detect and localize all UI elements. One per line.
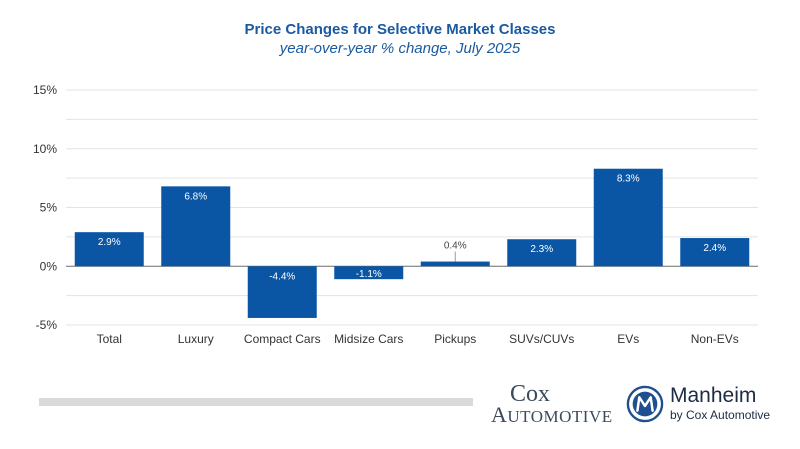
data-label: 8.3%	[617, 174, 640, 185]
data-label: 2.9%	[98, 237, 121, 248]
data-label: -1.1%	[356, 269, 382, 280]
automotive-text: AUTOMOTIVE	[491, 402, 613, 427]
y-axis-ticks: 15% 10% 5% 0% -5%	[33, 83, 57, 332]
bars	[74, 168, 750, 318]
cox-logo-word: Cox	[510, 381, 551, 407]
x-tick-label: Midsize Cars	[334, 332, 403, 346]
data-label: 2.3%	[530, 244, 553, 255]
chart-title: Price Changes for Selective Market Class…	[244, 21, 556, 38]
manheim-emblem-icon	[626, 385, 664, 423]
manheim-tagline: by Cox Automotive	[670, 408, 771, 422]
bar	[334, 266, 404, 280]
x-tick-label: Pickups	[434, 332, 476, 346]
bar	[247, 266, 317, 318]
bar	[74, 232, 144, 267]
footer-divider	[39, 398, 473, 406]
bar	[420, 261, 490, 267]
bar	[507, 239, 577, 267]
cox-automotive-logo: Cox AUTOMOTIVE	[491, 382, 613, 426]
y-tick-label: 10%	[33, 142, 57, 156]
chart-header: Price Changes for Selective Market Class…	[0, 20, 800, 58]
x-tick-label: Compact Cars	[244, 332, 321, 346]
data-label: 6.8%	[184, 191, 207, 202]
x-axis-ticks: Total Luxury Compact Cars Midsize Cars Picku…	[97, 332, 739, 346]
data-labels: 2.9% 6.8% -4.4% -1.1% 0.4% 2.3% 8.3% 2.4%	[98, 174, 726, 283]
x-tick-label: SUVs/CUVs	[509, 332, 574, 346]
x-tick-label: EVs	[617, 332, 639, 346]
y-tick-label: 0%	[40, 259, 58, 273]
bar	[680, 238, 750, 267]
automotive-logo-word: AUTOMOTIVE	[491, 404, 613, 428]
data-label: 2.4%	[703, 243, 726, 254]
x-tick-label: Non-EVs	[691, 332, 739, 346]
y-tick-label: 5%	[40, 201, 58, 215]
manheim-wordmark: Manheim	[670, 384, 757, 407]
bar	[593, 168, 663, 267]
y-tick-label: 15%	[33, 83, 57, 97]
manheim-logo: Manheim by Cox Automotive	[626, 384, 796, 426]
x-tick-label: Total	[97, 332, 122, 346]
y-tick-label: -5%	[36, 318, 58, 332]
data-label: -4.4%	[269, 271, 295, 282]
x-tick-label: Luxury	[178, 332, 214, 346]
bar	[161, 186, 231, 267]
data-label: 0.4%	[444, 241, 467, 252]
chart-subtitle: year-over-year % change, July 2025	[279, 40, 521, 57]
